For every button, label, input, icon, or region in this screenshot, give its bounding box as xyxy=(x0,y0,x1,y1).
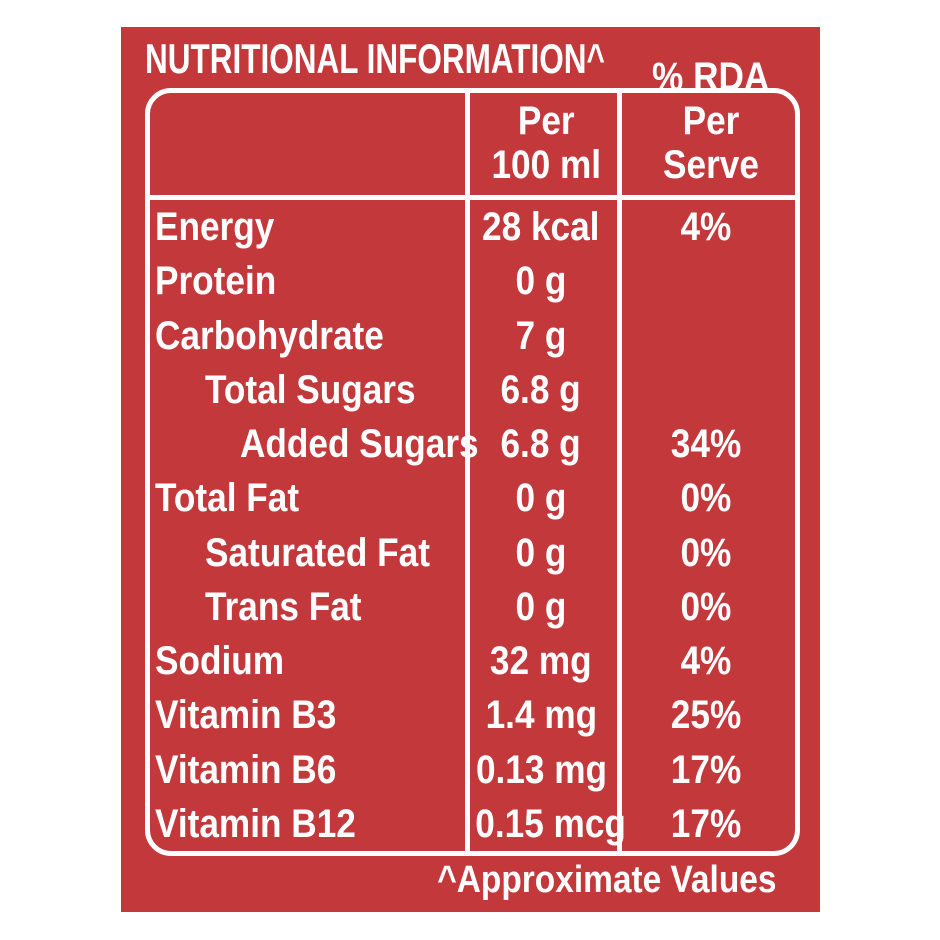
table-row-protein: Protein 0 g xyxy=(150,254,795,308)
table-row-total-sugars: Total Sugars 6.8 g xyxy=(150,363,795,417)
per-100ml-value: 32 mg xyxy=(490,639,592,684)
rda-per-serve-value: 4% xyxy=(680,639,732,684)
table-row-saturated-fat: Saturated Fat 0 g 0% xyxy=(150,526,795,580)
table-row-total-fat: Total Fat 0 g 0% xyxy=(150,471,795,525)
table-row-trans-fat: Trans Fat 0 g 0% xyxy=(150,580,795,634)
column-divider-per100ml xyxy=(465,93,470,851)
rda-per-serve-value: 17% xyxy=(670,801,742,846)
nutrient-label: Sodium xyxy=(155,639,285,684)
rda-per-serve-value: 34% xyxy=(670,422,742,467)
nutrition-panel: NUTRITIONAL INFORMATION^ Per 100 ml % RD… xyxy=(121,27,820,912)
header-per-line1: Per xyxy=(517,99,575,143)
rda-per-serve-value: 25% xyxy=(670,693,742,738)
header-rda-column: % RDA Per Serve xyxy=(627,55,795,195)
rda-per-serve-value: 0% xyxy=(680,530,732,575)
nutrient-label: Total Fat xyxy=(155,476,300,521)
nutrient-label: Vitamin B12 xyxy=(155,801,356,846)
column-divider-rda xyxy=(617,93,622,851)
rda-per-serve-value: 4% xyxy=(680,205,732,250)
panel-title: NUTRITIONAL INFORMATION^ xyxy=(145,35,605,82)
header-rda-line1: % RDA xyxy=(652,55,770,99)
approximate-values-note: ^Approximate Values xyxy=(391,859,776,902)
table-row-carbohydrate: Carbohydrate 7 g xyxy=(150,309,795,363)
per-100ml-value: 7 g xyxy=(515,313,567,358)
per-100ml-value: 28 kcal xyxy=(482,205,600,250)
per-100ml-value: 1.4 mg xyxy=(485,693,597,738)
table-body: Energy 28 kcal 4% Protein 0 g Carbohydra… xyxy=(150,200,795,851)
nutrient-label: Saturated Fat xyxy=(205,530,430,575)
nutrient-label: Protein xyxy=(155,259,277,304)
nutrient-label: Added Sugars xyxy=(240,422,479,467)
table-header-row: Per 100 ml % RDA Per Serve xyxy=(150,55,795,200)
per-100ml-value: 6.8 g xyxy=(500,367,582,412)
header-rda-line2: Per Serve xyxy=(663,99,759,187)
per-100ml-value: 0.15 mcg xyxy=(475,801,626,846)
table-row-vitamin-b6: Vitamin B6 0.13 mg 17% xyxy=(150,743,795,797)
nutrient-label: Trans Fat xyxy=(205,584,362,629)
table-row-vitamin-b12: Vitamin B12 0.15 mcg 17% xyxy=(150,797,795,851)
nutrient-label: Vitamin B6 xyxy=(155,747,337,792)
per-100ml-value: 0 g xyxy=(515,476,567,521)
nutrient-label: Energy xyxy=(155,205,275,250)
rda-per-serve-value: 0% xyxy=(680,476,732,521)
per-100ml-value: 0 g xyxy=(515,259,567,304)
nutrition-table: Per 100 ml % RDA Per Serve Energy 28 kca… xyxy=(145,55,800,856)
per-100ml-value: 6.8 g xyxy=(500,422,582,467)
nutrient-label: Vitamin B3 xyxy=(155,693,337,738)
nutrient-label: Total Sugars xyxy=(205,367,416,412)
per-100ml-value: 0.13 mg xyxy=(475,747,607,792)
rda-per-serve-value: 17% xyxy=(670,747,742,792)
table-row-vitamin-b3: Vitamin B3 1.4 mg 25% xyxy=(150,688,795,742)
table-row-added-sugars: Added Sugars 6.8 g 34% xyxy=(150,417,795,471)
table-row-sodium: Sodium 32 mg 4% xyxy=(150,634,795,688)
approximate-values-text: ^Approximate Values xyxy=(436,859,776,901)
per-100ml-value: 0 g xyxy=(515,530,567,575)
rda-per-serve-value: 0% xyxy=(680,584,732,629)
header-per-100ml-column: Per 100 ml xyxy=(470,93,622,195)
header-per-line2: 100 ml xyxy=(491,143,601,187)
table-row-energy: Energy 28 kcal 4% xyxy=(150,200,795,254)
per-100ml-value: 0 g xyxy=(515,584,567,629)
nutrient-label: Carbohydrate xyxy=(155,313,384,358)
header-nutrient-column xyxy=(150,93,465,195)
